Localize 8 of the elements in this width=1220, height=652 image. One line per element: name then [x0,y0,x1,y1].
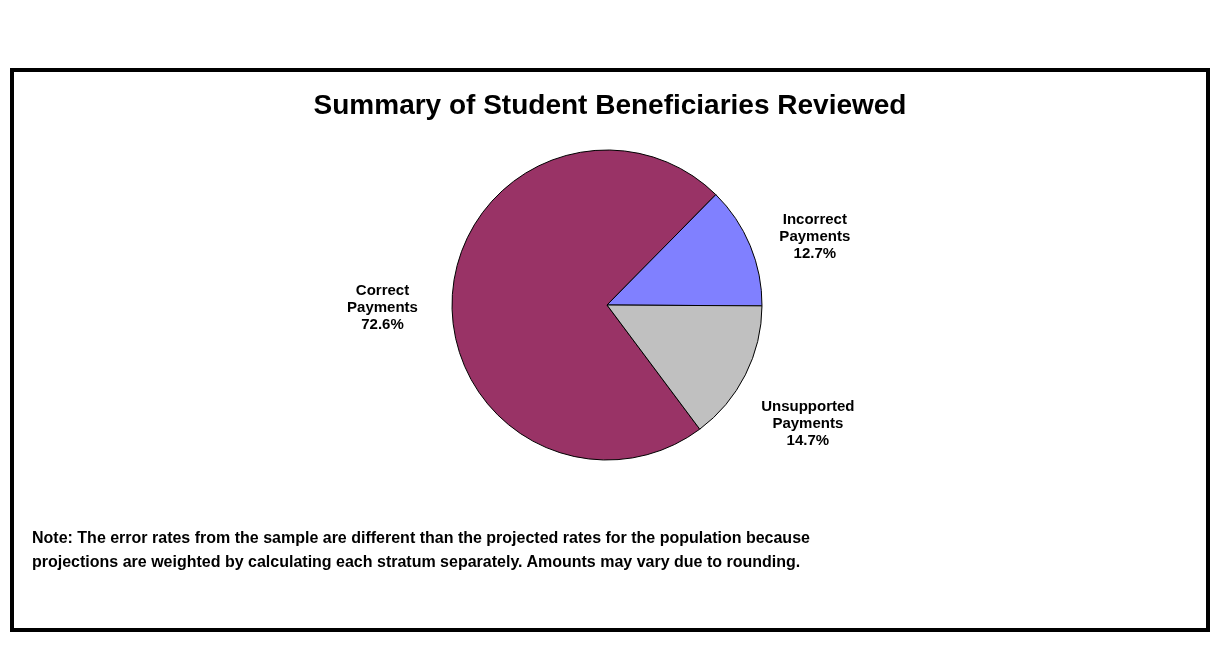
data-label: 72.6% [361,314,404,332]
slice-label: Unsupported Payments [761,397,855,432]
slice-label: Correct Payments [347,280,418,315]
slice-label: Incorrect Payments [779,209,851,244]
chart-title: Summary of Student Beneficiaries Reviewed [313,89,907,120]
data-label: 14.7% [786,431,830,449]
text: Note: The error rates from the sample are different than the projected rates for the population because projections are weighted by calculating each stratum separately. Amounts may vary due to rounding. [32,529,811,570]
data-label: 12.7% [793,243,837,261]
